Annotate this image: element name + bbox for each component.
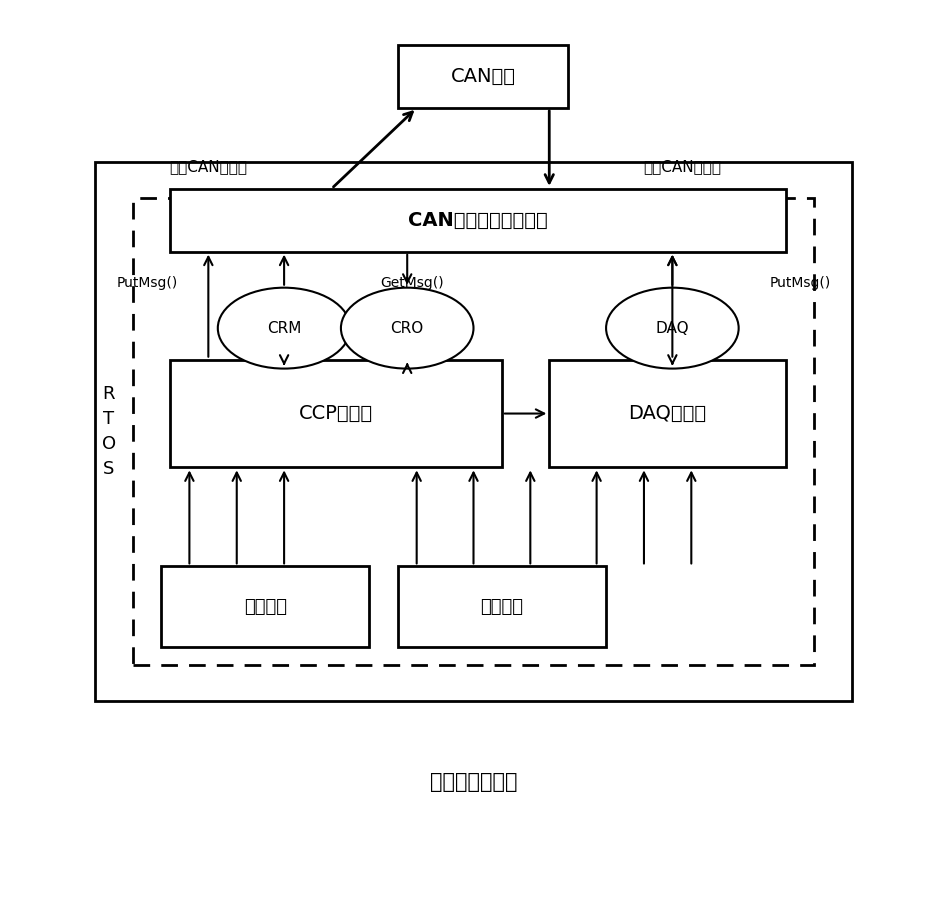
Text: CRM: CRM xyxy=(267,321,301,335)
Ellipse shape xyxy=(341,288,474,369)
Text: GetMsg(): GetMsg() xyxy=(380,276,444,290)
Text: PutMsg(): PutMsg() xyxy=(116,276,177,290)
FancyBboxPatch shape xyxy=(170,360,502,467)
Text: CAN总线接口驱动程序: CAN总线接口驱动程序 xyxy=(408,210,548,230)
FancyBboxPatch shape xyxy=(133,198,814,665)
Text: 接收CAN信息帧: 接收CAN信息帧 xyxy=(643,159,721,174)
Text: DAQ: DAQ xyxy=(655,321,689,335)
FancyBboxPatch shape xyxy=(95,162,852,701)
Ellipse shape xyxy=(606,288,739,369)
Text: DAQ处理机: DAQ处理机 xyxy=(629,404,706,423)
Ellipse shape xyxy=(218,288,350,369)
Text: CRO: CRO xyxy=(390,321,424,335)
Text: CAN端口: CAN端口 xyxy=(451,67,515,86)
Text: 发送CAN信息帧: 发送CAN信息帧 xyxy=(170,159,247,174)
Text: 下位控制器软件: 下位控制器软件 xyxy=(430,772,517,792)
FancyBboxPatch shape xyxy=(161,566,369,647)
FancyBboxPatch shape xyxy=(398,45,568,108)
Text: 控制参数: 控制参数 xyxy=(243,598,287,616)
Text: PutMsg(): PutMsg() xyxy=(770,276,831,290)
Text: CCP处理机: CCP处理机 xyxy=(299,404,373,423)
Text: R
T
O
S: R T O S xyxy=(102,385,116,478)
FancyBboxPatch shape xyxy=(170,189,786,252)
FancyBboxPatch shape xyxy=(398,566,606,647)
FancyBboxPatch shape xyxy=(549,360,786,467)
Text: 监视参数: 监视参数 xyxy=(480,598,524,616)
